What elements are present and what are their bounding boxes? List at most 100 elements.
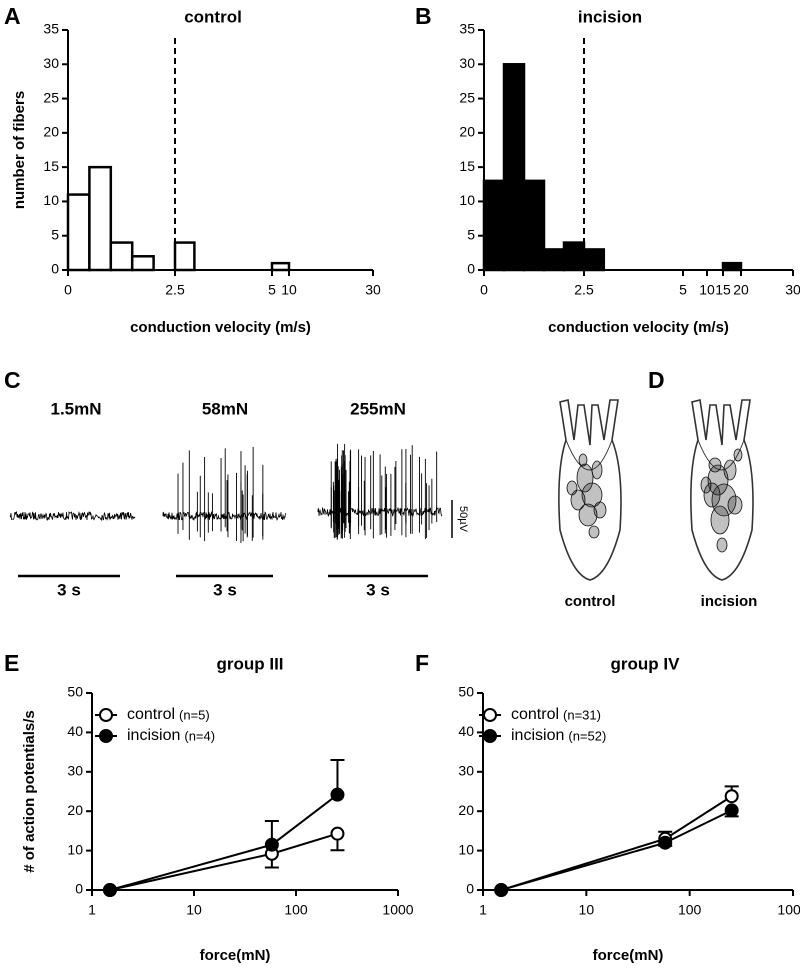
x-tick-label: 0 xyxy=(480,282,488,298)
y-tick-label: 20 xyxy=(67,802,83,818)
y-tick-label: 5 xyxy=(467,226,475,242)
y-tick-label: 10 xyxy=(459,192,475,208)
y-tick-label: 25 xyxy=(43,89,59,105)
panel-letter: D xyxy=(648,367,665,393)
y-tick-label: 10 xyxy=(67,841,83,857)
y-tick-label: 30 xyxy=(458,763,474,779)
legend-marker xyxy=(483,729,497,743)
y-tick-label: 20 xyxy=(458,802,474,818)
x-tick-label: 30 xyxy=(365,282,381,298)
y-tick-label: 15 xyxy=(43,158,59,174)
force-label: 58mN xyxy=(202,399,248,418)
paw-incision xyxy=(690,399,754,581)
x-tick-label: 1 xyxy=(88,902,96,918)
x-axis-label: conduction velocity (m/s) xyxy=(548,319,729,336)
panel-letter: A xyxy=(4,3,21,29)
bar xyxy=(130,255,155,272)
x-tick-label: 100 xyxy=(678,902,702,918)
y-tick-label: 50 xyxy=(458,684,474,700)
panel-letter: E xyxy=(4,650,19,676)
chart-title: group III xyxy=(216,654,283,673)
voltage-scale: 50µV xyxy=(457,506,469,533)
bar xyxy=(66,193,91,272)
force-label: 1.5mN xyxy=(50,399,101,418)
bar xyxy=(562,241,586,272)
x-tick-label: 10 xyxy=(281,282,297,298)
group-label: incision xyxy=(701,593,758,610)
series-line xyxy=(109,832,338,891)
series-line xyxy=(109,793,339,891)
time-scale: 3 s xyxy=(57,580,81,599)
bar xyxy=(109,241,134,272)
legend-marker xyxy=(99,708,113,722)
x-tick-label: 100 xyxy=(284,902,308,918)
y-tick-label: 30 xyxy=(67,763,83,779)
x-tick-label: 1000 xyxy=(777,902,800,918)
legend-marker xyxy=(99,729,113,743)
y-tick-label: 40 xyxy=(458,723,474,739)
series-line xyxy=(500,809,733,891)
marker xyxy=(494,883,509,897)
x-tick-label: 20 xyxy=(733,282,749,298)
panel-letter: F xyxy=(415,650,429,676)
y-axis-label: number of fibers xyxy=(11,91,28,209)
x-axis-label: force(mN) xyxy=(593,947,664,964)
chart-title: incision xyxy=(578,7,642,26)
y-tick-label: 0 xyxy=(51,261,59,277)
marker xyxy=(330,787,345,802)
bar xyxy=(582,248,606,272)
y-tick-label: 25 xyxy=(459,89,475,105)
traces xyxy=(9,443,443,544)
trace xyxy=(162,510,287,522)
bar xyxy=(270,261,291,272)
x-tick-label: 5 xyxy=(268,282,276,298)
legend-n: (n=4) xyxy=(184,728,215,743)
legend-n: (n=31) xyxy=(563,707,601,722)
legend-label: control xyxy=(511,706,559,723)
bar xyxy=(88,165,113,272)
x-tick-label: 10 xyxy=(579,902,595,918)
y-tick-label: 20 xyxy=(459,124,475,140)
series-line xyxy=(500,795,733,891)
y-tick-label: 30 xyxy=(43,55,59,71)
trace xyxy=(9,511,136,522)
y-tick-label: 20 xyxy=(43,124,59,140)
legend-label: incision xyxy=(127,727,180,744)
y-tick-label: 35 xyxy=(43,21,59,37)
bar xyxy=(173,241,196,272)
panel-letter: C xyxy=(4,367,21,393)
y-tick-label: 5 xyxy=(51,226,59,242)
y-tick-label: 0 xyxy=(75,881,83,897)
marker xyxy=(724,789,739,804)
receptive-fields xyxy=(566,448,743,553)
paw-control xyxy=(558,399,622,581)
bar xyxy=(482,179,506,272)
y-tick-label: 0 xyxy=(467,261,475,277)
bar xyxy=(502,63,526,272)
x-axis-label: force(mN) xyxy=(200,947,271,964)
y-tick-label: 40 xyxy=(67,723,83,739)
x-tick-label: 2.5 xyxy=(574,282,594,298)
x-tick-label: 10 xyxy=(699,282,715,298)
x-tick-label: 0 xyxy=(64,282,72,298)
y-tick-label: 30 xyxy=(459,55,475,71)
x-tick-label: 2.5 xyxy=(165,282,185,298)
group-label: control xyxy=(565,593,616,610)
chart-title: control xyxy=(184,7,242,26)
x-tick-label: 5 xyxy=(679,282,687,298)
panel-letter: B xyxy=(415,3,432,29)
bar xyxy=(721,261,743,272)
time-scale: 3 s xyxy=(213,580,237,599)
y-tick-label: 15 xyxy=(459,158,475,174)
y-tick-label: 35 xyxy=(459,21,475,37)
x-tick-label: 1000 xyxy=(382,902,413,918)
marker xyxy=(102,883,117,897)
chart-title: group IV xyxy=(611,654,681,673)
legend-n: (n=52) xyxy=(568,728,606,743)
x-tick-label: 1 xyxy=(479,902,487,918)
bar xyxy=(522,179,546,272)
x-tick-label: 30 xyxy=(785,282,800,298)
legend-label: control xyxy=(127,706,175,723)
marker xyxy=(264,837,279,852)
